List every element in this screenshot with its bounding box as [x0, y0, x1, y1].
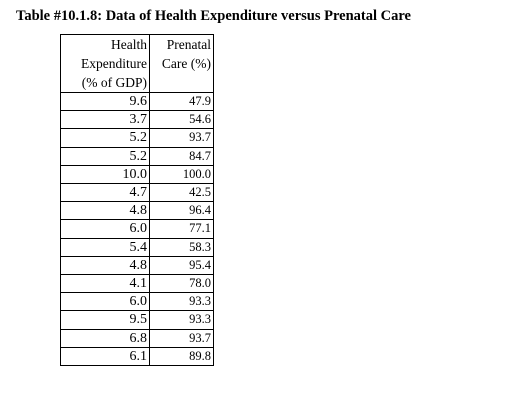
cell-health-expenditure: 3.7 [60, 110, 150, 130]
cell-prenatal-care: 93.7 [149, 328, 214, 348]
cell-prenatal-care: 47.9 [149, 91, 214, 112]
cell-prenatal-care: 42.5 [149, 183, 214, 203]
cell-health-expenditure: 9.5 [60, 310, 150, 330]
cell-health-expenditure: 4.1 [60, 274, 150, 294]
table-row: 10.0 100.0 [60, 164, 214, 185]
cell-health-expenditure: 10.0 [60, 164, 150, 185]
cell-health-expenditure: 5.2 [60, 146, 150, 166]
cell-prenatal-care: 95.4 [149, 255, 214, 276]
cell-health-expenditure: 6.0 [60, 219, 150, 239]
table-row: 4.8 95.4 [60, 255, 214, 276]
table-row: 5.4 58.3 [60, 237, 214, 257]
cell-health-expenditure: 4.7 [60, 183, 150, 203]
cell-health-expenditure: 4.8 [60, 201, 150, 221]
cell-prenatal-care: 84.7 [149, 146, 214, 166]
cell-prenatal-care: 96.4 [149, 201, 214, 221]
cell-prenatal-care: 89.8 [149, 346, 214, 367]
table-row: 6.8 93.7 [60, 328, 214, 348]
table-row: 9.5 93.3 [60, 310, 214, 330]
cell-health-expenditure: 6.0 [60, 292, 150, 312]
cell-prenatal-care: 100.0 [149, 164, 214, 185]
header-line: (% of GDP) [81, 75, 147, 90]
cell-health-expenditure: 4.8 [60, 255, 150, 276]
table-row: 4.8 96.4 [60, 201, 214, 221]
cell-health-expenditure: 5.2 [60, 128, 150, 148]
table-row: 5.2 84.7 [60, 146, 214, 166]
header-row: Health Expenditure (% of GDP) Prenatal C… [60, 34, 214, 93]
cell-health-expenditure: 9.6 [60, 91, 150, 112]
table-row: 6.1 89.8 [60, 346, 214, 367]
cell-prenatal-care: 93.3 [149, 310, 214, 330]
cell-prenatal-care: 93.3 [149, 292, 214, 312]
table-row: 6.0 93.3 [60, 292, 214, 312]
cell-prenatal-care: 78.0 [149, 274, 214, 294]
cell-prenatal-care: 58.3 [149, 237, 214, 257]
cell-prenatal-care: 54.6 [149, 110, 214, 130]
table-row: 6.0 77.1 [60, 219, 214, 239]
header-line: Expenditure [81, 56, 147, 71]
header-health-expenditure: Health Expenditure (% of GDP) [60, 34, 150, 93]
cell-health-expenditure: 5.4 [60, 237, 150, 257]
cell-prenatal-care: 77.1 [149, 219, 214, 239]
table-row: 5.2 93.7 [60, 128, 214, 148]
table-row: 3.7 54.6 [60, 110, 214, 130]
header-line: Health [111, 37, 147, 52]
cell-health-expenditure: 6.8 [60, 328, 150, 348]
cell-health-expenditure: 6.1 [60, 346, 150, 367]
table-title: Table #10.1.8: Data of Health Expenditur… [16, 8, 411, 24]
header-line: Care (%) [161, 56, 211, 71]
header-prenatal-care: Prenatal Care (%) [149, 34, 214, 93]
data-table: Health Expenditure (% of GDP) Prenatal C… [60, 34, 214, 367]
table-row: 4.7 42.5 [60, 183, 214, 203]
cell-prenatal-care: 93.7 [149, 128, 214, 148]
header-line: Prenatal [166, 37, 211, 52]
table-row: 4.1 78.0 [60, 274, 214, 294]
table-row: 9.6 47.9 [60, 91, 214, 112]
